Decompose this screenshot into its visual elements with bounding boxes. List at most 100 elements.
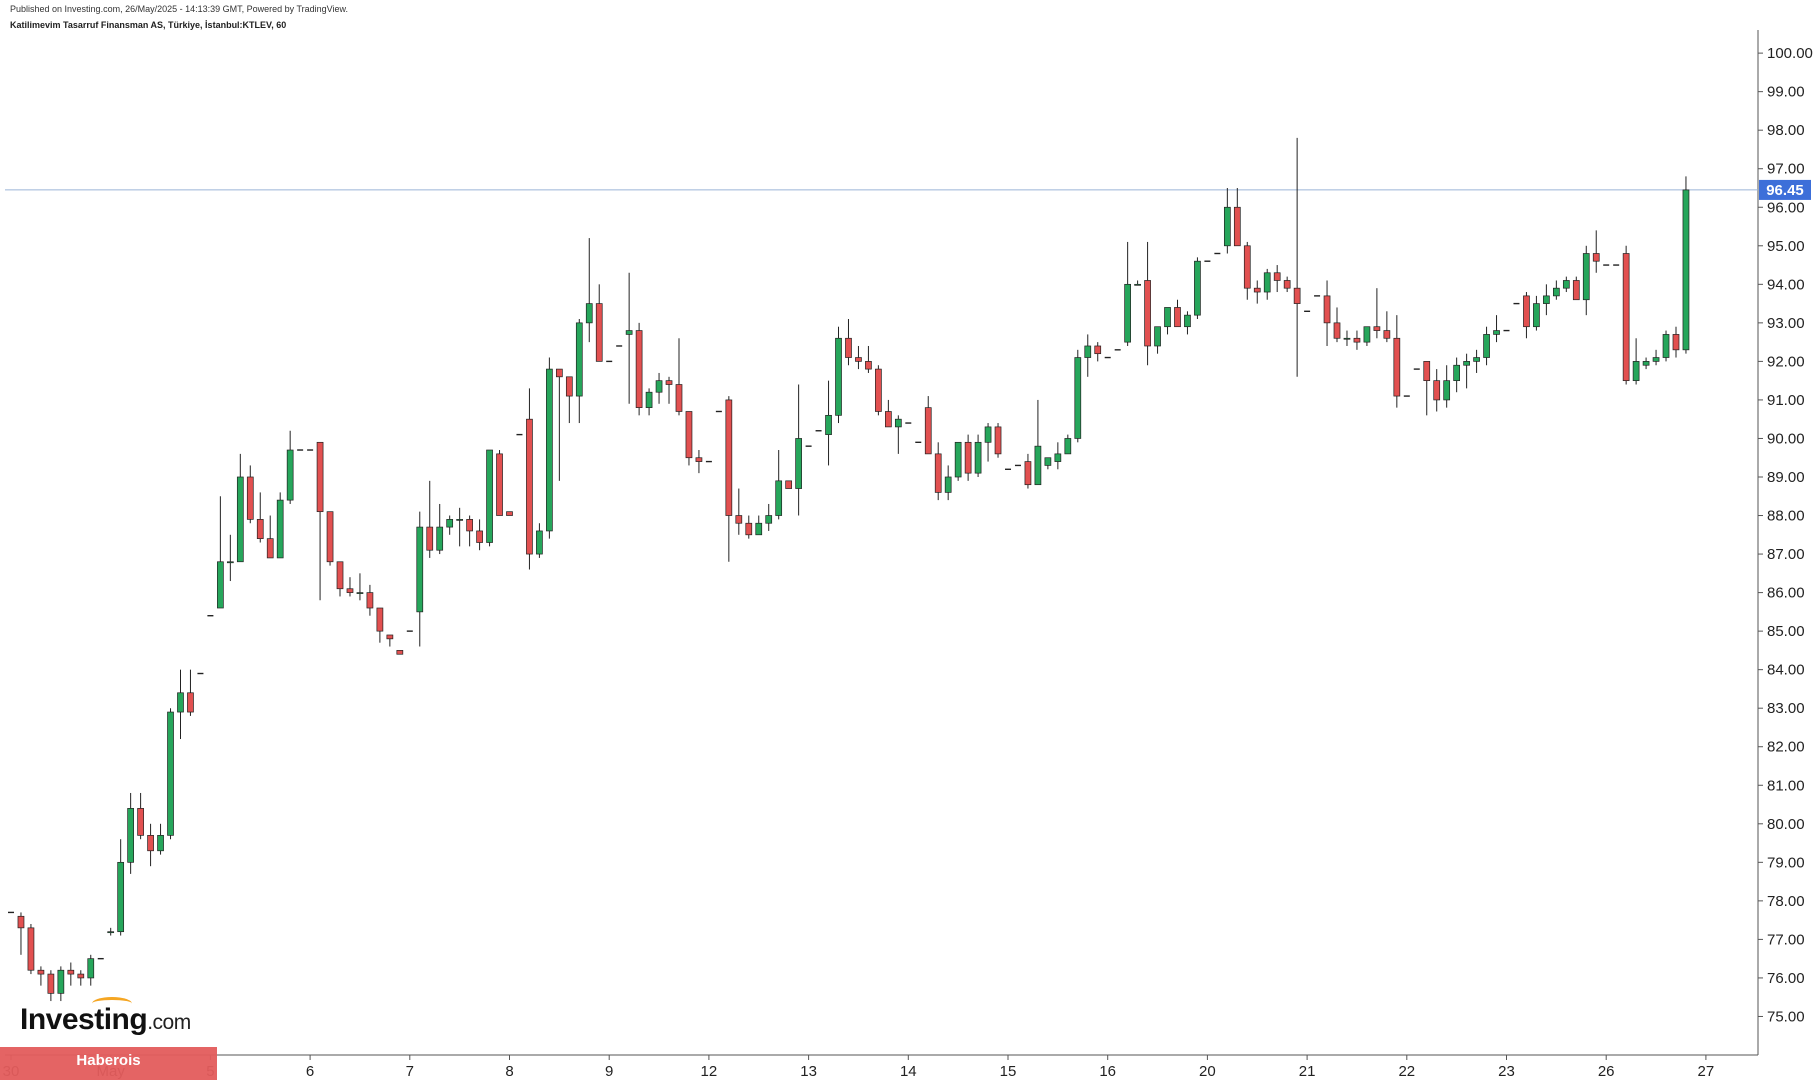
candle <box>57 966 65 1002</box>
candle <box>1054 442 1062 470</box>
candle <box>924 396 932 455</box>
candle <box>1333 307 1341 343</box>
candle <box>1273 265 1281 293</box>
candle-body <box>177 692 184 713</box>
candle <box>1094 342 1102 362</box>
candle <box>735 488 743 535</box>
candle-body <box>1543 295 1550 304</box>
candle-body <box>1483 334 1490 358</box>
candle <box>1154 326 1161 354</box>
candle-body <box>595 303 603 362</box>
last-price-tag-label: 96.45 <box>1766 182 1804 199</box>
candle <box>157 823 164 855</box>
candle <box>1562 276 1570 293</box>
candle-body <box>685 411 693 459</box>
candle <box>1632 338 1640 385</box>
candle-body <box>1662 334 1670 358</box>
candle-body <box>496 453 503 516</box>
candle <box>486 449 493 547</box>
candle <box>316 441 324 601</box>
candle-body <box>1283 280 1291 289</box>
candle <box>775 450 783 520</box>
x-tick-label: 15 <box>1000 1063 1017 1080</box>
candle <box>217 496 224 609</box>
candle <box>1652 349 1660 366</box>
candle <box>336 561 344 597</box>
candle <box>446 515 454 535</box>
candle-body <box>1533 303 1540 328</box>
y-tick-label: 83.00 <box>1767 700 1805 717</box>
candle <box>37 966 45 986</box>
candle <box>1383 311 1391 343</box>
candle-body <box>286 449 294 501</box>
candle <box>1243 241 1251 300</box>
candle <box>1174 299 1181 328</box>
candle-body <box>1562 280 1570 289</box>
candle-body <box>326 511 334 563</box>
candle <box>625 272 633 404</box>
x-tick-label: 16 <box>1099 1063 1116 1080</box>
candle <box>1672 326 1680 358</box>
candle <box>276 492 284 559</box>
x-tick-label: 21 <box>1299 1063 1316 1080</box>
candle-body <box>1343 337 1351 340</box>
candle <box>964 434 972 481</box>
candle <box>177 669 184 740</box>
candle-body <box>1552 287 1560 297</box>
candle-body <box>1493 330 1500 335</box>
candle-body <box>67 969 75 975</box>
y-tick-label: 85.00 <box>1767 623 1805 640</box>
candle <box>1592 230 1600 273</box>
candle-body <box>1592 253 1600 262</box>
candle-body <box>127 808 134 863</box>
candle <box>396 650 404 655</box>
candle-body <box>1463 361 1470 366</box>
candle <box>536 523 543 558</box>
candle <box>17 912 25 955</box>
candle <box>1393 315 1401 408</box>
x-tick-label: 12 <box>701 1063 718 1080</box>
logo-suffix: .com <box>147 1011 191 1034</box>
candle <box>87 954 95 986</box>
y-tick-label: 81.00 <box>1767 777 1805 794</box>
candle-body <box>346 588 354 593</box>
y-tick-label: 89.00 <box>1767 469 1805 486</box>
candle-body <box>426 526 434 551</box>
candle-body <box>436 526 444 551</box>
candle-body <box>984 426 992 443</box>
candle <box>436 503 444 555</box>
candle <box>1283 276 1291 293</box>
candle-body <box>187 692 194 713</box>
candle-body <box>1253 287 1261 293</box>
candle-body <box>1453 364 1461 382</box>
candle-body <box>416 526 424 613</box>
candle-body <box>486 449 493 543</box>
candle-body <box>555 368 563 378</box>
logo-swoosh-icon <box>92 997 132 1010</box>
candle-body <box>536 530 543 555</box>
candle <box>1682 176 1690 354</box>
candle <box>934 442 942 501</box>
candle <box>1024 453 1032 489</box>
candle <box>835 326 842 424</box>
x-tick-label: 6 <box>306 1063 314 1080</box>
last-price-tag: 96.45 <box>1759 179 1811 200</box>
candle <box>137 792 144 840</box>
candle-body <box>276 499 284 559</box>
candle-body <box>1622 253 1630 382</box>
candle-body <box>1672 334 1680 351</box>
candle <box>675 338 683 416</box>
candle <box>376 607 384 643</box>
x-tick-label: 26 <box>1598 1063 1615 1080</box>
candle <box>1642 357 1650 370</box>
candle-body <box>526 418 533 555</box>
candle-body <box>1094 345 1102 355</box>
candle-body <box>1632 361 1640 382</box>
candle-body <box>1433 380 1441 401</box>
candle-body <box>236 476 244 563</box>
y-tick-label: 99.00 <box>1767 84 1805 101</box>
candle-body <box>1582 253 1590 301</box>
candle <box>1084 334 1092 377</box>
candle <box>855 345 862 370</box>
